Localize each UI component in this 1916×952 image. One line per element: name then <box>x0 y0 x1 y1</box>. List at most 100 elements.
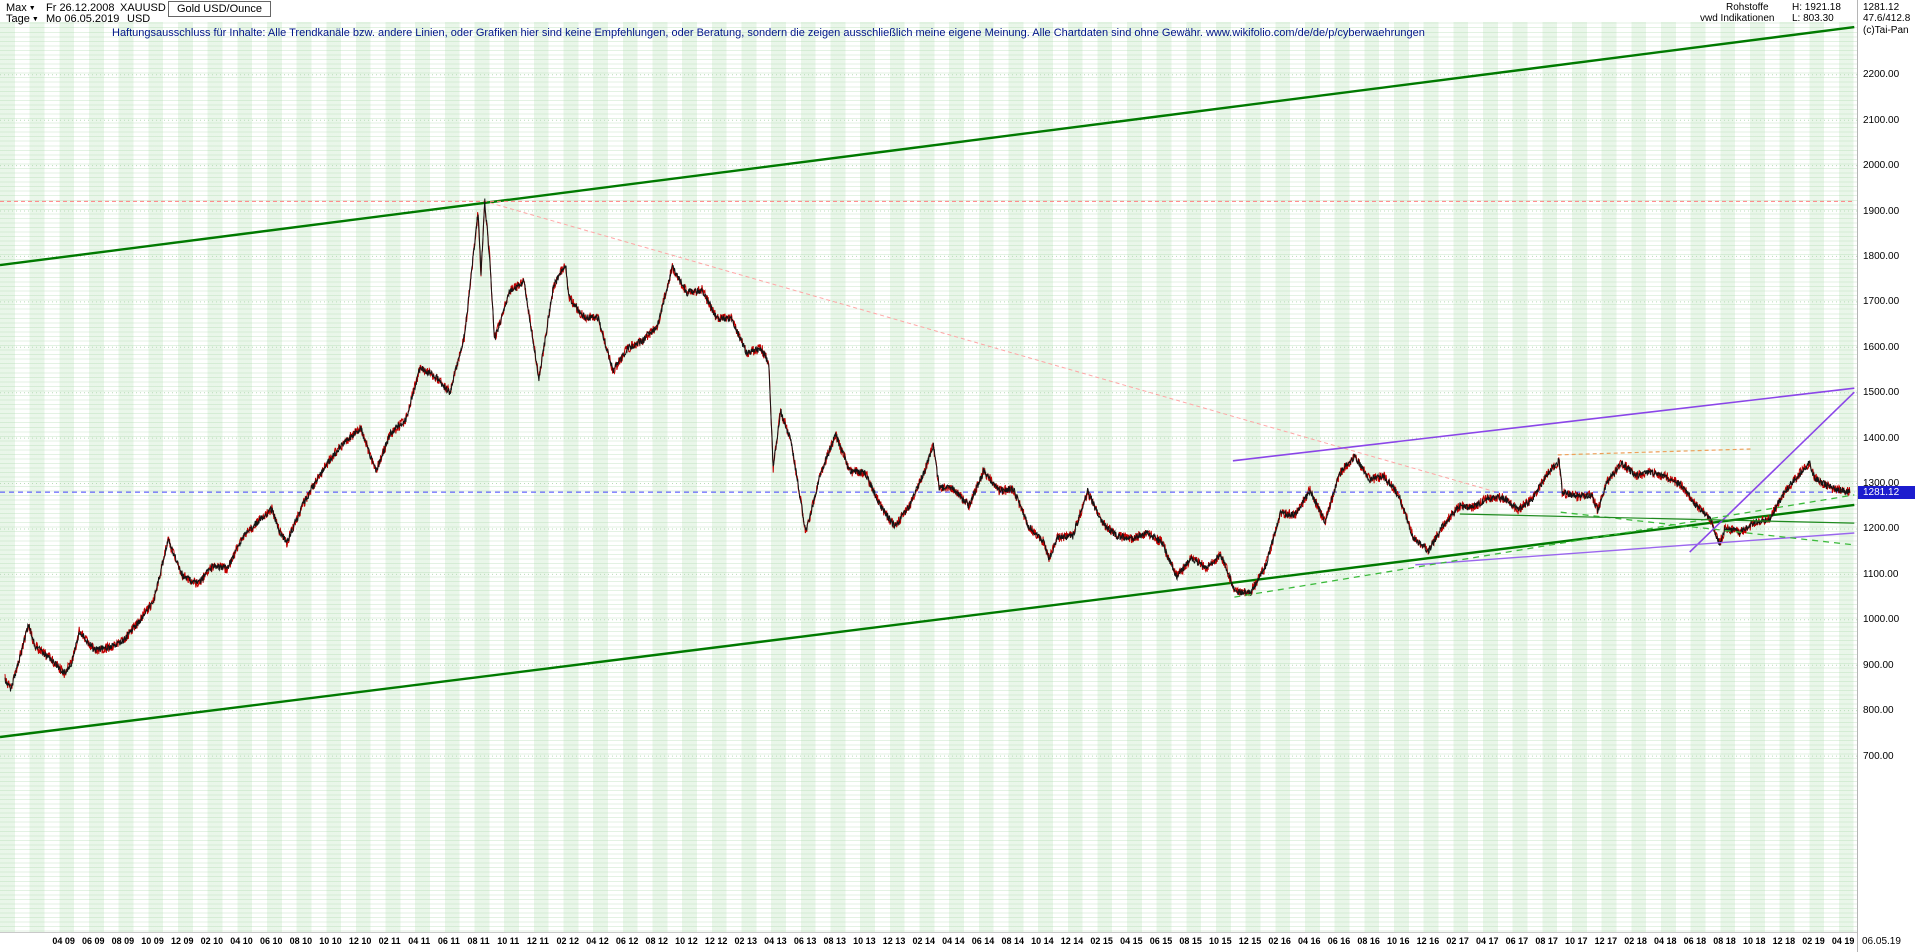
date-tick-label: 08 15 <box>1179 936 1202 946</box>
date-tick-label: 08 12 <box>645 936 669 946</box>
date-tick-label: 04 15 <box>1120 936 1143 946</box>
date-tick-label: 12 17 <box>1594 936 1618 946</box>
overlay-trend-channel-upper <box>0 25 1855 267</box>
date-tick-label: 06 10 <box>259 936 283 946</box>
date-tick-label: 06 13 <box>793 936 817 946</box>
period-high-label: H: 1921.18 <box>1792 2 1841 13</box>
date-tick-label: 10 14 <box>1031 936 1054 946</box>
date-tick-label: 12 12 <box>704 936 728 946</box>
price-tick-label: 1100.00 <box>1863 568 1899 580</box>
date-tick-label: 02 12 <box>556 936 580 946</box>
overlay-green-support-dashed <box>1234 494 1855 598</box>
date-tick-label: 06 11 <box>437 936 460 946</box>
date-tick-label: 04 11 <box>408 936 431 946</box>
date-tick-label: 08 10 <box>289 936 313 946</box>
date-tick-label: 04 12 <box>586 936 609 946</box>
date-tick-label: 10 15 <box>1209 936 1232 946</box>
date-tick-label: 04 13 <box>764 936 787 946</box>
date-tick-label: 02 15 <box>1090 936 1113 946</box>
date-tick-label: 10 18 <box>1742 936 1766 946</box>
date-tick-label: 12 13 <box>882 936 906 946</box>
date-tick-label: 08 17 <box>1535 936 1558 946</box>
date-tick-label: 02 16 <box>1268 936 1291 946</box>
date-tick-label: 04 16 <box>1298 936 1321 946</box>
date-tick-label: 12 18 <box>1772 936 1796 946</box>
date-tick-label: 10 10 <box>319 936 342 946</box>
date-tick-label: 06 09 <box>81 936 105 946</box>
date-tick-label: 10 13 <box>853 936 876 946</box>
date-tick-label: 10 17 <box>1564 936 1588 946</box>
date-tick-label: 06 16 <box>1327 936 1351 946</box>
price-series <box>4 198 1851 692</box>
category-label: Rohstoffe <box>1726 2 1769 13</box>
overlay-trend-channel-lower <box>0 503 1855 739</box>
date-tick-label: 02 11 <box>378 936 401 946</box>
price-tick-label: 1700.00 <box>1863 296 1900 308</box>
overlay-violet-resistance <box>1232 387 1855 462</box>
date-tick-label: 06 15 <box>1149 936 1173 946</box>
symbol-label: XAUUSD <box>120 2 166 14</box>
date-tick-label: 04 09 <box>52 936 75 946</box>
overlay-orange-range-dashed <box>1557 448 1751 456</box>
caret-down-icon: ▼ <box>28 5 36 12</box>
date-tick-label: 10 11 <box>497 936 520 946</box>
price-tick-label: 2100.00 <box>1863 114 1900 126</box>
quote-source-label: vwd Indikationen <box>1700 13 1775 24</box>
period-label: Tage <box>6 13 30 25</box>
price-tick-label: 2200.00 <box>1863 69 1900 81</box>
period-dropdown[interactable]: Tage ▼ <box>6 14 39 25</box>
date-tick-label: 06 17 <box>1505 936 1529 946</box>
date-tick-label: 04 18 <box>1653 936 1677 946</box>
instrument-box[interactable]: Gold USD/Ounce <box>168 1 271 17</box>
date-tick-label: 08 09 <box>111 936 135 946</box>
range-dropdown[interactable]: Max ▼ <box>6 3 36 14</box>
overlay-violet-steep-support <box>1689 391 1855 553</box>
chart-canvas[interactable]: Max ▼ Fr 26.12.2008 Tage ▼ Mo 06.05.2019 X… <box>0 0 1857 932</box>
date-tick-label: 10 12 <box>675 936 698 946</box>
overlay-violet-lower-line <box>1415 532 1855 566</box>
price-series-down-days <box>4 202 1851 689</box>
currency-label: USD <box>127 13 151 25</box>
date-tick-label: 02 17 <box>1446 936 1469 946</box>
price-tick-label: 900.00 <box>1863 659 1894 671</box>
header-bar <box>0 0 1857 22</box>
date-tick-label: 12 10 <box>348 936 372 946</box>
date-tick-label: 12 16 <box>1416 936 1440 946</box>
date-tick-label: 08 18 <box>1713 936 1736 946</box>
price-tick-label: 700.00 <box>1863 750 1894 762</box>
price-tick-label: 1400.00 <box>1863 432 1900 444</box>
date-axis[interactable]: 04 09 06 09 08 09 10 09 12 09 02 10 04 10 06 10… <box>0 932 1857 952</box>
date-tick-label: 08 13 <box>823 936 846 946</box>
date-tick-label: 02 19 <box>1802 936 1825 946</box>
date-tick-label: 02 14 <box>912 936 935 946</box>
caret-down-icon: ▼ <box>31 16 39 23</box>
price-tick-label: 1200.00 <box>1863 523 1900 535</box>
date-tick-label: 10 16 <box>1387 936 1410 946</box>
date-tick-label: 08 14 <box>1001 936 1024 946</box>
overlay-downtrend-from-ath-dashed <box>489 202 1501 494</box>
range-label: Max <box>6 2 27 14</box>
date-tick-label: 08 11 <box>467 936 490 946</box>
price-chart[interactable] <box>0 0 1857 932</box>
date-tick-label: 04 14 <box>942 936 965 946</box>
date-tick-label: 12 11 <box>526 936 549 946</box>
price-tick-label: 1800.00 <box>1863 250 1900 262</box>
price-tick-label: 1000.00 <box>1863 614 1900 626</box>
date-tick-label: 06 12 <box>615 936 639 946</box>
period-low-label: L: 803.30 <box>1792 13 1834 24</box>
date-tick-label: 06 14 <box>971 936 995 946</box>
end-date-label: Mo 06.05.2019 <box>46 13 120 25</box>
date-tick-label: 04 19 <box>1831 936 1855 946</box>
price-axis[interactable]: 1281.12 47.6/412.8 (c)Tai-Pan 1281.12 06… <box>1857 0 1916 952</box>
date-tick-label: 10 09 <box>141 936 164 946</box>
date-tick-label: 04 17 <box>1476 936 1499 946</box>
price-tick-label: 1900.00 <box>1863 205 1900 217</box>
change-label: 47.6/412.8 <box>1863 13 1911 24</box>
date-tick-label: 06 18 <box>1683 936 1707 946</box>
price-tick-label: 800.00 <box>1863 705 1894 717</box>
copyright-label: (c)Tai-Pan <box>1863 25 1909 36</box>
bottom-right-date-label: 06.05.19 <box>1862 936 1901 947</box>
price-tick-label: 1300.00 <box>1863 478 1900 490</box>
last-price-top-label: 1281.12 <box>1863 2 1900 13</box>
